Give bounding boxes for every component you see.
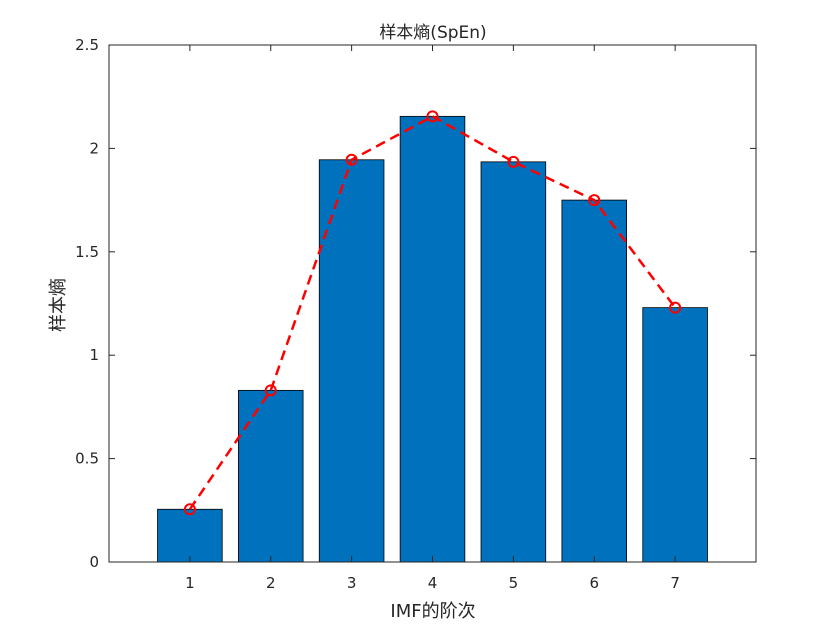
data-point — [507, 155, 520, 168]
bar — [480, 161, 547, 563]
chart-title: 样本熵(SpEn) — [379, 23, 486, 43]
data-point — [183, 503, 196, 516]
x-tick-label: 5 — [509, 574, 519, 592]
data-point — [264, 384, 277, 397]
x-tick-label: 4 — [428, 574, 438, 592]
data-point — [588, 194, 601, 207]
y-tick-label: 2.5 — [75, 36, 99, 54]
y-tick-label: 1.5 — [75, 243, 99, 261]
x-tick-label: 3 — [347, 574, 357, 592]
x-tick-label: 7 — [670, 574, 680, 592]
plot-layer — [157, 110, 708, 563]
x-tick-label: 1 — [185, 574, 195, 592]
data-point — [669, 301, 682, 314]
x-tick-label: 6 — [589, 574, 599, 592]
bar — [318, 159, 385, 563]
bar — [157, 508, 223, 563]
y-tick-label: 1 — [89, 346, 99, 364]
x-axis-label: IMF的阶次 — [390, 601, 475, 622]
y-tick-label: 0.5 — [75, 450, 99, 468]
axis-layer: 1 2 3 4 5 6 7 0 0.5 1 1.5 2 2.5 — [75, 36, 757, 592]
bar — [237, 389, 304, 563]
bar — [642, 307, 708, 563]
data-point — [426, 110, 439, 123]
bar — [561, 199, 628, 563]
y-tick-label: 0 — [89, 553, 99, 571]
series-line — [188, 114, 677, 510]
bar — [399, 115, 466, 563]
data-point — [345, 153, 358, 166]
y-tick-label: 2 — [89, 139, 99, 157]
y-axis-label: 样本熵 — [48, 278, 69, 332]
x-tick-label: 2 — [266, 574, 276, 592]
